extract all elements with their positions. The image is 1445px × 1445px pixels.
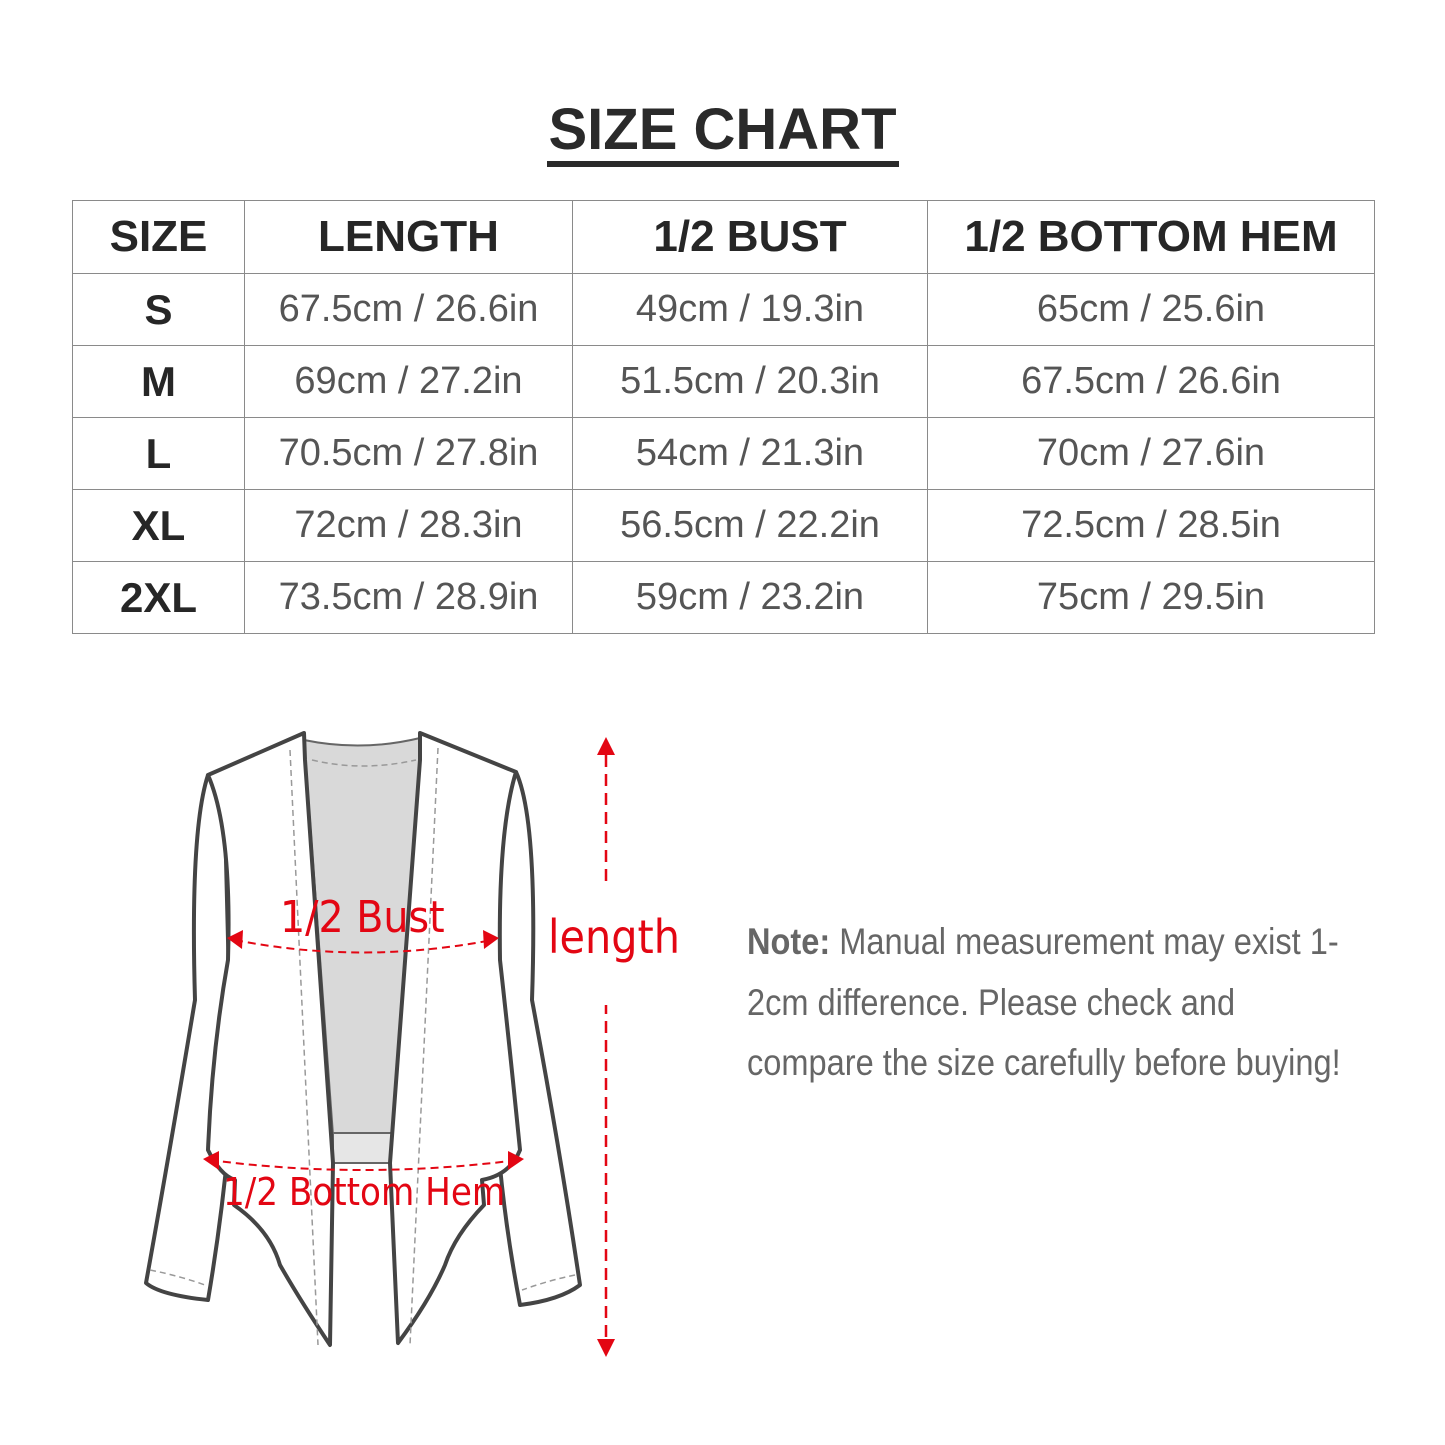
hem-cell: 67.5cm / 26.6in [927, 345, 1375, 418]
bust-cell: 59cm / 23.2in [572, 561, 928, 634]
stitching [149, 747, 576, 1346]
hem-cell: 65cm / 25.6in [927, 273, 1375, 346]
hem-cell: 70cm / 27.6in [927, 417, 1375, 490]
bust-cell: 56.5cm / 22.2in [572, 489, 928, 562]
note-body: Manual measurement may exist 1-2cm diffe… [747, 921, 1341, 1083]
bust-cell: 54cm / 21.3in [572, 417, 928, 490]
bust-cell: 51.5cm / 20.3in [572, 345, 928, 418]
page-title: SIZE CHART [0, 96, 1445, 167]
table-row: S 67.5cm / 26.6in 49cm / 19.3in 65cm / 2… [72, 273, 1375, 346]
hem-label: 1/2 Bottom Hem [223, 1170, 506, 1214]
length-cell: 73.5cm / 28.9in [244, 561, 573, 634]
bust-cell: 49cm / 19.3in [572, 273, 928, 346]
header-bottom-hem: 1/2 BOTTOM HEM [927, 200, 1375, 274]
note-text: Note: Manual measurement may exist 1-2cm… [747, 912, 1363, 1094]
length-label: length [548, 910, 680, 964]
note-label: Note: [747, 921, 831, 962]
size-table: SIZE LENGTH 1/2 BUST 1/2 BOTTOM HEM S 67… [72, 200, 1375, 634]
hem-cell: 75cm / 29.5in [927, 561, 1375, 634]
bust-label: 1/2 Bust [280, 892, 445, 943]
header-size: SIZE [72, 200, 245, 274]
length-cell: 70.5cm / 27.8in [244, 417, 573, 490]
table-row: L 70.5cm / 27.8in 54cm / 21.3in 70cm / 2… [72, 417, 1375, 490]
arrow-down-icon [597, 1339, 615, 1357]
table-row: M 69cm / 27.2in 51.5cm / 20.3in 67.5cm /… [72, 345, 1375, 418]
hem-arrow [203, 1151, 524, 1171]
header-bust: 1/2 BUST [572, 200, 928, 274]
length-arrow [590, 737, 622, 1357]
table-header-row: SIZE LENGTH 1/2 BUST 1/2 BOTTOM HEM [72, 200, 1375, 274]
table-row: 2XL 73.5cm / 28.9in 59cm / 23.2in 75cm /… [72, 561, 1375, 634]
bust-arrow [227, 930, 499, 954]
length-cell: 72cm / 28.3in [244, 489, 573, 562]
size-cell: XL [72, 489, 245, 562]
arrow-up-icon [597, 737, 615, 755]
size-cell: 2XL [72, 561, 245, 634]
size-cell: M [72, 345, 245, 418]
cardigan-outline [144, 731, 582, 1347]
size-cell: L [72, 417, 245, 490]
table-row: XL 72cm / 28.3in 56.5cm / 22.2in 72.5cm … [72, 489, 1375, 562]
